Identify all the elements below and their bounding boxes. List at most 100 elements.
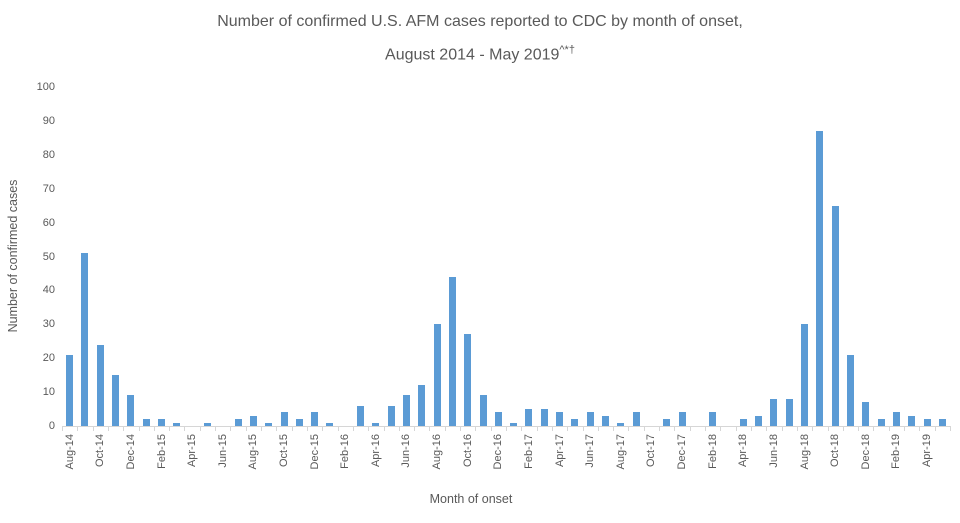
x-axis-tick [429,427,430,431]
x-tick-label: Dec-16 [492,434,504,470]
x-axis-tick [766,427,767,431]
bar-Apr-17 [556,412,563,426]
bar-Aug-14 [66,355,73,426]
bar-May-17 [571,419,578,426]
x-axis-tick [322,427,323,431]
bar-Oct-14 [97,345,104,426]
x-axis-tick [93,427,94,431]
x-axis-tick [690,427,691,431]
x-axis-tick [368,427,369,431]
bar-Aug-17 [617,423,624,426]
bar-Nov-16 [480,395,487,426]
x-axis-tick [460,427,461,431]
bar-Jan-16 [326,423,333,426]
bar-Feb-17 [525,409,532,426]
x-tick-label: Oct-18 [829,434,841,468]
x-axis-tick [399,427,400,431]
y-tick-label: 80 [42,148,55,161]
bar-Aug-16 [434,324,441,426]
bar-Mar-16 [357,406,364,426]
x-tick-label: Jun-18 [768,434,780,468]
bar-Apr-16 [372,423,379,426]
x-axis-tick [169,427,170,431]
x-tick-label: Dec-15 [309,434,321,470]
x-axis-tick [674,427,675,431]
x-axis-tick [215,427,216,431]
x-axis-tick [828,427,829,431]
bar-Nov-15 [296,419,303,426]
x-axis-tick [261,427,262,431]
x-axis-tick [567,427,568,431]
x-axis-tick [246,427,247,431]
x-axis-tick [904,427,905,431]
x-axis-tick [108,427,109,431]
x-axis-tick [276,427,277,431]
bar-Oct-16 [464,334,471,426]
x-tick-label: Feb-19 [890,434,902,469]
x-axis-tick [521,427,522,431]
bar-Jun-16 [403,395,410,426]
x-tick-label: Apr-15 [186,434,198,468]
bar-May-18 [755,416,762,426]
x-axis-tick [950,427,951,431]
x-axis-tick [843,427,844,431]
bar-Aug-15 [250,416,257,426]
x-tick-label: Jun-16 [400,434,412,468]
bar-Mar-17 [541,409,548,426]
x-tick-label: Feb-15 [156,434,168,469]
x-axis-tick [644,427,645,431]
x-tick-label: Aug-14 [64,434,76,470]
x-axis-tick [812,427,813,431]
y-tick-label: 30 [42,318,55,331]
x-axis-tick [184,427,185,431]
y-tick-label: 90 [42,114,55,127]
x-axis-tick [123,427,124,431]
y-tick-label: 100 [36,81,55,93]
x-tick-label: Aug-18 [799,434,811,470]
bar-Dec-18 [862,402,869,426]
bar-Apr-19 [924,419,931,426]
chart-title-line2: August 2014 - May 2019^*† [0,36,960,69]
x-axis-tick [307,427,308,431]
x-tick-label: Feb-18 [707,434,719,469]
bar-Oct-15 [281,412,288,426]
bar-Nov-14 [112,375,119,426]
x-axis-tick [659,427,660,431]
x-axis-tick [506,427,507,431]
bar-Sep-14 [81,253,88,426]
x-tick-label: Aug-15 [247,434,259,470]
x-tick-label: Jun-15 [217,434,229,468]
x-tick-label: Aug-16 [431,434,443,470]
bar-May-16 [388,406,395,426]
x-tick-label: Oct-15 [278,434,290,468]
x-axis-tick [384,427,385,431]
bar-Aug-18 [801,324,808,426]
bar-May-19 [939,419,946,426]
x-axis-tick [919,427,920,431]
bar-Dec-16 [495,412,502,426]
x-axis-tick [414,427,415,431]
bar-Mar-19 [908,416,915,426]
x-axis-tick [583,427,584,431]
x-axis-title: Month of onset [429,492,513,506]
y-tick-label: 50 [42,250,55,263]
x-tick-label: Dec-14 [125,434,137,470]
x-tick-label: Oct-16 [462,434,474,468]
x-tick-label: Apr-17 [554,434,566,468]
x-tick-label: Apr-19 [921,434,933,468]
x-axis-tick [200,427,201,431]
bar-Nov-18 [847,355,854,426]
y-tick-label: 60 [42,216,55,229]
x-axis-tick [751,427,752,431]
bar-Jan-15 [143,419,150,426]
x-axis-tick [736,427,737,431]
bar-Jul-15 [235,419,242,426]
x-tick-label: Oct-14 [94,434,106,468]
x-axis-tick [628,427,629,431]
chart-title-line2-text: August 2014 - May 2019 [385,46,560,64]
y-tick-label: 10 [42,386,55,399]
x-axis-tick [62,427,63,431]
x-axis-tick [598,427,599,431]
x-axis-tick [935,427,936,431]
